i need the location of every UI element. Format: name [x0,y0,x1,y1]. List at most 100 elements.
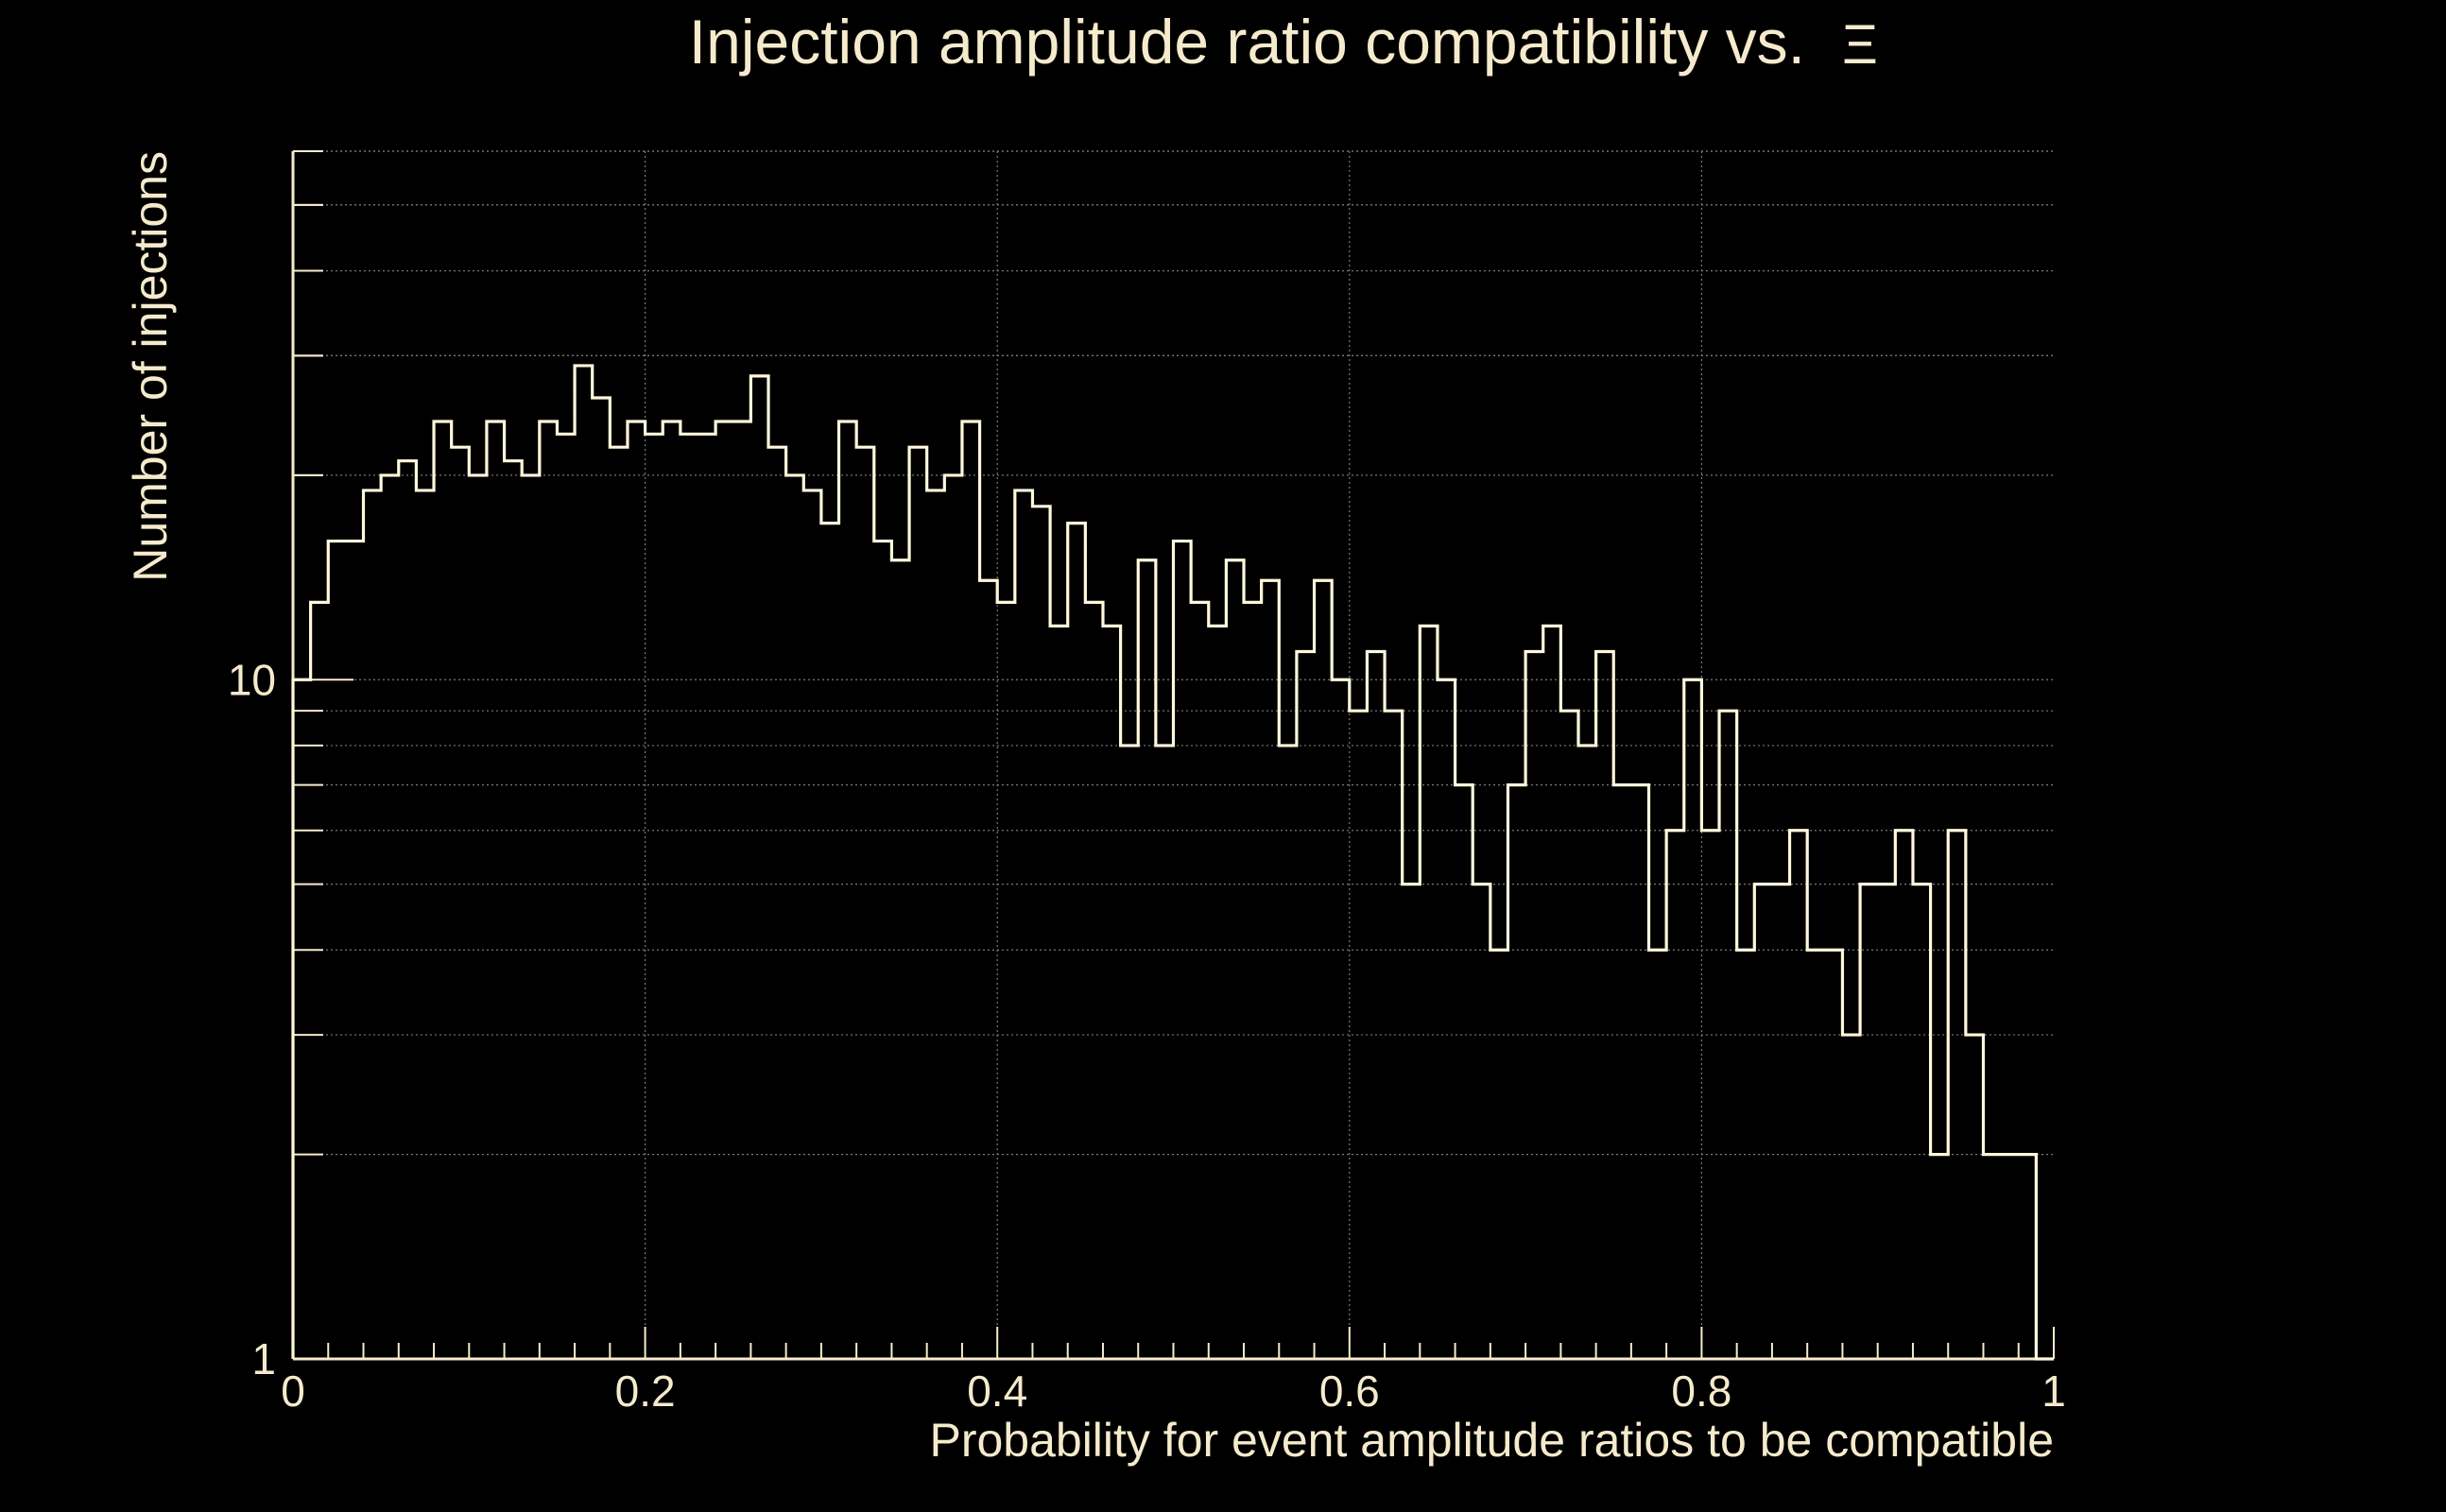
histogram-bin [1701,831,1719,1359]
x-tick-label: 0.6 [1319,1366,1380,1416]
histogram-bin [1297,652,1315,1359]
histogram-bin [927,490,945,1359]
histogram-bin [1420,626,1438,1359]
x-tick-label: 0 [281,1366,305,1416]
histogram-bin [1367,652,1385,1359]
histogram-bin [540,421,558,1359]
chart-title: Injection amplitude ratio compatibility … [689,7,1805,77]
histogram-bin [487,421,505,1359]
histogram-bin [1948,831,1966,1359]
histogram-bin [1403,885,1421,1359]
histogram-bin [610,447,628,1359]
histogram-bin [1578,746,1596,1359]
histogram-bin [1878,885,1896,1359]
histogram-bin [505,461,523,1359]
histogram-bin [1156,746,1174,1359]
histogram-bin [980,580,998,1359]
histogram-bin [715,421,733,1359]
chart-title-group: Injection amplitude ratio compatibility … [689,7,1878,77]
histogram-bin [1315,580,1333,1359]
histogram-bin [1385,711,1403,1359]
histogram-bin [663,421,680,1359]
histogram-bin [399,461,417,1359]
x-tick-label: 0.2 [615,1366,676,1416]
histogram-bin [1244,602,1262,1359]
histogram-bin [1525,652,1543,1359]
histogram-bin [1772,885,1790,1359]
histogram-bin [891,560,909,1359]
histogram-bin [1015,490,1033,1359]
histogram-bin [1456,785,1473,1359]
tick-labels: 0 0.2 0.4 0.6 0.8 1 1 10 [228,655,2066,1416]
histogram-bin [768,447,786,1359]
histogram-bin [1983,1155,2001,1359]
histogram-bin [1438,679,1456,1359]
histogram-bin [1754,885,1772,1359]
histogram-bin [2001,1155,2019,1359]
histogram-bin [1332,679,1350,1359]
histogram-bin [452,447,470,1359]
histogram-bin [1121,746,1139,1359]
histogram-bin [1684,679,1702,1359]
histogram-bin [364,490,382,1359]
histogram-bin [1649,950,1667,1359]
x-axis-label: Probability for event amplitude ratios t… [929,1414,2054,1467]
histogram-bin [1895,831,1913,1359]
histogram-bin [1543,626,1561,1359]
histogram-bin [1842,1035,1860,1359]
histogram-series [291,364,2054,1361]
histogram-bin [821,524,839,1359]
chart-title-symbol: Ξ [1842,14,1878,76]
histogram-bin [557,434,575,1359]
histogram-bin [1596,652,1614,1359]
histogram-bin [909,447,927,1359]
histogram-bin [646,434,663,1359]
grid-lines [293,150,2054,1359]
axis-ticks [292,150,2055,1360]
histogram-bin [733,421,751,1359]
histogram-bin [1490,950,1508,1359]
histogram-bin [593,398,611,1359]
y-tick-label: 1 [251,1334,276,1383]
histogram-bin [1473,885,1490,1359]
histogram-bin [522,475,540,1359]
histogram-bin [1790,831,1808,1359]
histogram-bin [856,447,874,1359]
histogram-bin [1032,507,1050,1359]
histogram-bin [1350,711,1368,1359]
histogram-bin [839,421,857,1359]
histogram-bin [1737,950,1755,1359]
histogram-bin [698,434,715,1359]
histogram-bin [469,475,487,1359]
histogram-bin [575,366,593,1359]
histogram-bin [1103,626,1121,1359]
histogram-bin [1560,711,1578,1359]
histogram-bin [1666,831,1684,1359]
histogram-bin [1719,711,1737,1359]
histogram-bin [1085,602,1103,1359]
histogram-bin [1174,541,1192,1359]
histogram-bin [416,490,434,1359]
histogram-bin [962,421,980,1359]
histogram-bin [1966,1035,1984,1359]
histogram-bin [1191,602,1209,1359]
histogram-bin [874,541,892,1359]
histogram-bin [628,421,646,1359]
y-tick-label: 10 [228,655,276,704]
histogram-bin [1807,950,1825,1359]
histogram-bin [1913,885,1931,1359]
histogram-bin [311,602,329,1359]
histogram-bin [381,475,399,1359]
x-tick-label: 1 [2041,1366,2066,1416]
histogram-bin [1209,626,1227,1359]
histogram-bin [1507,785,1525,1359]
histogram-bin [293,679,311,1359]
histogram-bin [2019,1155,2037,1359]
histogram-bin [1226,560,1244,1359]
histogram-outline [291,364,2054,1361]
histogram-bin [346,541,364,1359]
histogram-bin [1825,950,1843,1359]
histogram-bin [1931,1155,1949,1359]
histogram-bin [944,475,962,1359]
histogram-bin [786,475,804,1359]
